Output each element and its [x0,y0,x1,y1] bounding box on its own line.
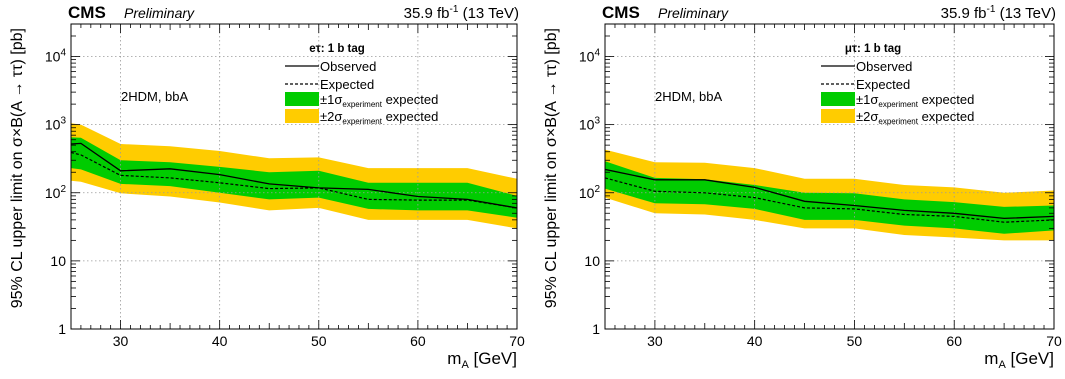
plot-frame [604,23,1055,330]
x-tick-label: 70 [1046,333,1062,349]
legend-2sigma-swatch [285,109,319,123]
lumi-value: 35.9 fb [404,5,450,22]
x-axis-title: mA [GeV] [984,349,1054,371]
y-tick-label: 103 [45,116,67,133]
legend-observed-label: Observed [856,59,912,74]
plot-frame [70,23,518,330]
y-tick-label: 10 [50,253,66,269]
y-tick-base: 10 [50,253,66,269]
y-tick-exponent: 3 [60,116,66,127]
legend-sigma: ±2σ [320,109,342,124]
lumi-exponent: -1 [987,4,996,15]
lumi-value: 35.9 fb [941,5,987,22]
x-tick-label: 30 [113,333,129,349]
observed-line [605,168,1054,220]
energy-label: (13 TeV) [995,5,1056,22]
legend-2sigma-label: ±2σexperiment expected [320,109,438,126]
legend-expected-suffix: expected [918,92,974,107]
legend-sigma: ±2σ [856,109,878,124]
y-axis-title: 95% CL upper limit on σ×B(A → ττ) [pb] [9,28,26,308]
channel-label: μτ: 1 b tag [845,43,901,55]
x-tick-label: 40 [212,333,228,349]
lumi-label: 35.9 fb-1 (13 TeV) [941,4,1056,22]
y-tick-base: 10 [45,49,61,65]
x-tick-label: 60 [410,333,426,349]
legend-expected-suffix: expected [918,109,974,124]
legend-1sigma-label: ±1σexperiment expected [320,92,438,109]
x-tick-label: 40 [747,333,763,349]
y-tick-base: 10 [579,117,595,133]
x-tick-label: 70 [509,333,525,349]
y-tick-exponent: 4 [60,48,66,59]
model-label: 2HDM, bbA [655,89,723,104]
legend-1sigma-label: ±1σexperiment expected [856,92,974,109]
legend-sigma-subscript: experiment [342,100,382,109]
x-axis-subscript: A [461,359,469,371]
x-axis-var: m [984,349,998,368]
legend-1sigma-swatch [285,92,319,106]
legend-sigma-subscript: experiment [878,100,918,109]
x-tick-label: 60 [946,333,962,349]
y-tick-exponent: 4 [594,48,600,59]
legend-expected-suffix: expected [382,109,438,124]
y-tick-label: 102 [579,184,601,201]
y-tick-label: 1 [58,321,66,337]
x-axis-subscript: A [998,359,1006,371]
y-tick-exponent: 2 [594,184,600,195]
legend-observed-label: Observed [320,59,376,74]
x-axis-unit: [GeV] [1006,349,1054,368]
lumi-exponent: -1 [450,4,459,15]
cms-label: CMS [602,3,640,22]
x-axis-unit: [GeV] [469,349,517,368]
y-tick-base: 10 [45,185,61,201]
legend-sigma: ±1σ [856,92,878,107]
y-tick-exponent: 2 [60,184,66,195]
energy-label: (13 TeV) [458,5,519,22]
plot-area [71,24,517,329]
expected-line [71,151,517,209]
band-1sigma [71,137,517,218]
y-tick-label: 104 [579,48,601,65]
legend-expected-suffix: expected [382,92,438,107]
x-tick-label: 50 [847,333,863,349]
x-tick-label: 30 [647,333,663,349]
y-tick-base: 1 [592,321,600,337]
y-axis-title: 95% CL upper limit on σ×B(A → ττ) [pb] [543,28,560,308]
y-tick-label: 103 [579,116,601,133]
y-tick-exponent: 3 [594,116,600,127]
legend-expected-label: Expected [320,77,374,92]
y-tick-label: 10 [584,253,600,269]
legend-sigma-subscript: experiment [342,117,382,126]
x-axis-title: mA [GeV] [447,349,517,371]
y-tick-label: 104 [45,48,67,65]
preliminary-label: Preliminary [658,5,729,21]
legend-1sigma-swatch [821,92,855,106]
channel-label: eτ: 1 b tag [309,43,365,55]
legend-expected-label: Expected [856,77,910,92]
legend-sigma: ±1σ [320,92,342,107]
y-tick-base: 10 [579,49,595,65]
lumi-label: 35.9 fb-1 (13 TeV) [404,4,519,22]
y-tick-base: 1 [58,321,66,337]
x-tick-label: 50 [311,333,327,349]
cms-label: CMS [68,3,106,22]
y-tick-base: 10 [579,185,595,201]
y-tick-base: 10 [584,253,600,269]
model-label: 2HDM, bbA [121,89,189,104]
legend-2sigma-swatch [821,109,855,123]
y-tick-label: 102 [45,184,67,201]
preliminary-label: Preliminary [124,5,195,21]
legend-sigma-subscript: experiment [878,117,918,126]
legend-2sigma-label: ±2σexperiment expected [856,109,974,126]
y-tick-base: 10 [45,117,61,133]
plot-area [605,24,1054,329]
x-axis-var: m [447,349,461,368]
observed-line [71,142,517,209]
expected-line [605,177,1054,223]
y-tick-label: 1 [592,321,600,337]
